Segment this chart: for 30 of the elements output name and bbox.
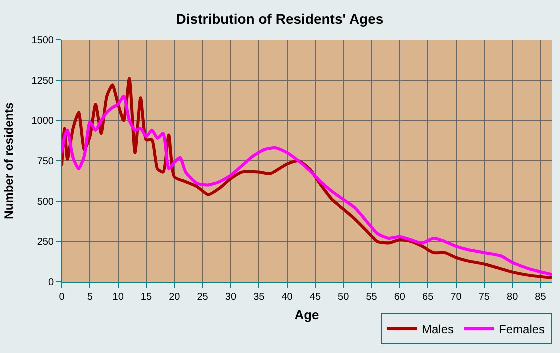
x-tick-label: 80 — [507, 292, 519, 303]
x-tick-label: 65 — [422, 292, 434, 303]
x-tick-label: 70 — [450, 292, 462, 303]
x-tick-label: 15 — [140, 292, 152, 303]
x-tick-label: 45 — [310, 292, 322, 303]
y-tick-label: 250 — [37, 237, 54, 248]
x-tick-label: 40 — [282, 292, 294, 303]
x-tick-label: 30 — [225, 292, 237, 303]
x-tick-label: 35 — [254, 292, 266, 303]
x-tick-label: 25 — [197, 292, 209, 303]
x-tick-label: 5 — [87, 292, 94, 303]
y-tick-label: 1250 — [32, 76, 54, 87]
y-tick-label: 0 — [48, 278, 54, 288]
y-axis-title: Number of residents — [2, 102, 16, 220]
x-tick-label: 0 — [59, 292, 66, 303]
x-tick-label: 75 — [478, 292, 490, 303]
y-tick-label: 750 — [37, 156, 54, 168]
x-tick-label: 50 — [338, 292, 350, 303]
legend-label: Females — [499, 322, 546, 337]
x-axis-title: Age — [294, 308, 320, 323]
x-tick-label: 60 — [394, 292, 406, 303]
x-tick-label: 20 — [169, 292, 181, 303]
y-tick-label: 500 — [37, 196, 54, 208]
y-tick-label: 1000 — [32, 116, 54, 128]
chart-title: Distribution of Residents' Ages — [176, 10, 384, 27]
legend-label: Males — [422, 322, 454, 337]
x-tick-label: 10 — [112, 292, 124, 303]
x-tick-label: 85 — [535, 292, 547, 303]
y-tick-label: 1500 — [32, 36, 54, 46]
x-tick-label: 55 — [366, 292, 378, 303]
